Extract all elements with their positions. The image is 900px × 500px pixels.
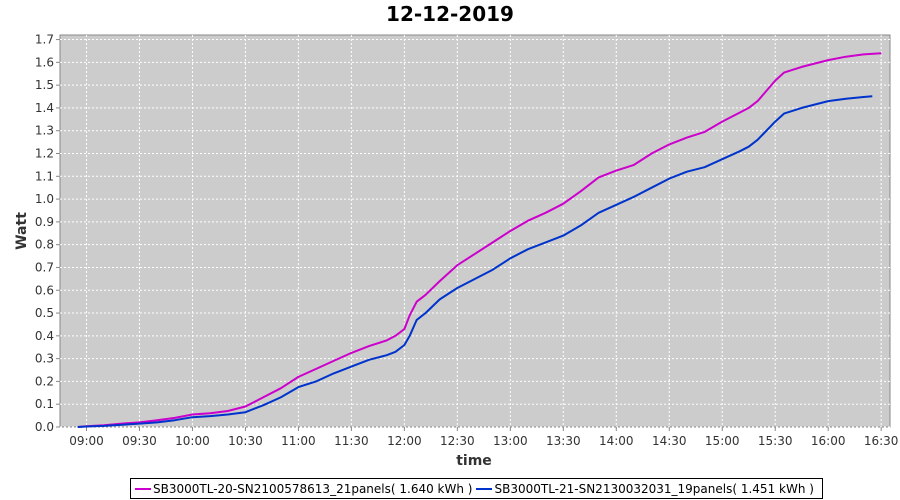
x-tick-label: 16:00 [811, 434, 846, 448]
x-tick-label: 14:00 [599, 434, 634, 448]
x-tick-label: 15:30 [758, 434, 793, 448]
x-tick-label: 13:30 [546, 434, 581, 448]
x-tick-label: 16:30 [864, 434, 899, 448]
x-tick-label: 11:30 [334, 434, 369, 448]
y-tick-label: 0.8 [35, 238, 54, 252]
chart-title: 12-12-2019 [386, 2, 514, 26]
y-tick-label: 1.0 [35, 192, 54, 206]
y-tick-label: 0.9 [35, 215, 54, 229]
series-line-1 [77, 52, 882, 428]
x-axis-ticks: 09:00 09:30 10:00 10:30 11:00 11:30 12:00 12:30… [69, 427, 898, 448]
x-tick-label: 14:30 [652, 434, 687, 448]
x-tick-label: 11:00 [281, 434, 316, 448]
y-tick-label: 0.1 [35, 397, 54, 411]
y-tick-label: 1.4 [35, 101, 54, 115]
series-line-2 [77, 95, 873, 428]
legend-item-series-2: SB3000TL-21-SN2130032031_19panels( 1.451… [476, 481, 814, 496]
grid-lines [60, 35, 890, 428]
x-tick-label: 15:00 [705, 434, 740, 448]
legend-item-series-1: SB3000TL-20-SN2100578613_21panels( 1.640… [135, 482, 472, 496]
legend-label-series-1: SB3000TL-20-SN2100578613_21panels( 1.640… [153, 481, 473, 496]
y-tick-label: 1.1 [35, 169, 54, 183]
y-tick-label: 1.7 [35, 33, 54, 47]
y-tick-label: 0.4 [35, 329, 54, 343]
y-tick-label: 0.3 [35, 352, 54, 366]
x-axis-label: time [456, 453, 492, 469]
y-tick-label: 0.7 [35, 260, 54, 274]
y-axis-label: Watt [14, 212, 30, 250]
x-tick-label: 12:30 [440, 434, 475, 448]
series-lines [77, 52, 882, 428]
x-tick-label: 10:00 [175, 434, 210, 448]
legend-swatch-series-1 [135, 487, 151, 490]
x-tick-label: 09:30 [122, 434, 157, 448]
y-tick-label: 1.6 [35, 55, 54, 69]
x-tick-label: 09:00 [69, 434, 104, 448]
y-tick-label: 1.5 [35, 78, 54, 92]
x-tick-label: 10:30 [228, 434, 263, 448]
y-tick-label: 0.6 [35, 283, 54, 297]
plot-area [59, 34, 891, 428]
y-axis-ticks: 0.0 0.1 0.2 0.3 0.4 0.5 0.6 0.7 0.8 0.9 1.0 1.1 1.2 1… [35, 33, 60, 434]
y-tick-label: 0.2 [35, 374, 54, 388]
x-tick-label: 12:00 [387, 434, 422, 448]
chart-legend: SB3000TL-20-SN2100578613_21panels( 1.640… [130, 478, 823, 499]
legend-label-series-2: SB3000TL-21-SN2130032031_19panels( 1.451… [494, 481, 814, 496]
y-tick-label: 0.5 [35, 306, 54, 320]
legend-swatch-series-2 [476, 487, 493, 490]
x-tick-label: 13:00 [493, 434, 528, 448]
y-tick-label: 1.3 [35, 124, 54, 138]
y-tick-label: 0.0 [35, 420, 54, 434]
y-tick-label: 1.2 [35, 147, 54, 161]
